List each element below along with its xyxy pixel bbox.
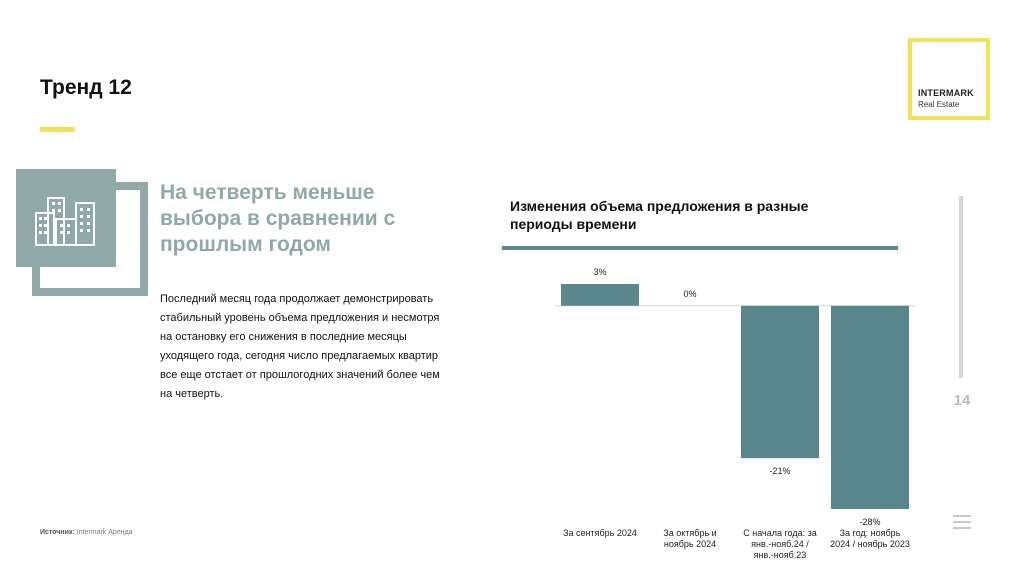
source-label: Источник: <box>40 529 75 536</box>
bar-4 <box>831 305 909 509</box>
category-label-1: За сентябрь 2024 <box>563 528 637 538</box>
logo-subtitle: Real Estate <box>918 100 960 109</box>
source-note: Источник: Intermark Аренда <box>40 529 133 536</box>
data-label-3: -21% <box>769 466 790 476</box>
bar-3 <box>741 305 819 459</box>
category-label-4: За год: ноябрь 2024 / ноябрь 2023 <box>830 528 910 549</box>
chart-title: Изменения объема предложения в разные пе… <box>510 198 809 232</box>
menu-icon[interactable] <box>953 515 971 533</box>
data-label-4: -28% <box>859 517 880 527</box>
bar-1 <box>561 284 639 306</box>
source-value: Intermark Аренда <box>76 529 133 536</box>
chart-title-rule <box>502 246 898 250</box>
body-text: Последний месяц года продолжает демонстр… <box>160 293 440 400</box>
category-label-2: За октябрь и ноябрь 2024 <box>663 528 716 549</box>
page-title: Тренд 12 <box>40 76 132 99</box>
category-label-3: С начала года: за янв.-нояб.24 /янв.-нояб… <box>743 528 817 560</box>
bar-chart: 3% За сентябрь 2024 0% За октябрь и ноябрь 2… <box>555 267 915 560</box>
logo-name: INTERMARK <box>918 88 974 98</box>
data-label-1: 3% <box>593 267 606 277</box>
data-label-2: 0% <box>683 289 696 299</box>
title-underline <box>40 127 75 132</box>
illustration-block <box>16 169 116 267</box>
scroll-track[interactable] <box>959 196 963 378</box>
buildings-icon <box>35 197 95 246</box>
page-number: 14 <box>953 392 971 409</box>
headline: На четверть меньше выбора в сравнении с … <box>160 181 396 256</box>
logo: INTERMARK Real Estate <box>908 38 990 120</box>
